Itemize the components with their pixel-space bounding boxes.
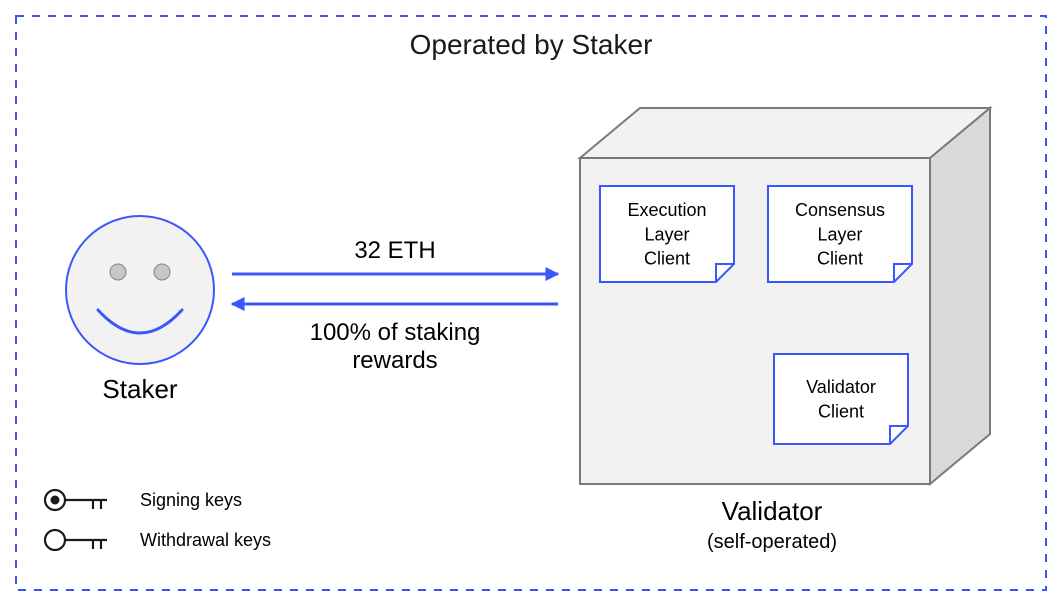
legend-signing: Signing keys [45,490,242,510]
note-cons: Consensus Layer Client [768,186,912,282]
validator-box-side [930,108,990,484]
staker-label: Staker [102,374,177,404]
note-exec: Execution Layer Client [600,186,734,282]
validator-label: Validator [722,496,823,526]
note-exec-line2: Layer [644,224,689,244]
key-icon [45,490,107,510]
legend-withdrawal-label: Withdrawal keys [140,530,271,550]
key-icon [45,530,107,550]
staker-eye-right [154,264,170,280]
legend-withdrawal: Withdrawal keys [45,530,271,550]
staker-face [66,216,214,364]
note-cons-line3: Client [817,249,863,269]
staker-eye-left [110,264,126,280]
staker [66,216,214,364]
arrow-deposit-label: 32 ETH [354,237,435,264]
arrow-rewards-label-1: 100% of staking [310,319,481,346]
note-vcli-line2: Client [818,401,864,421]
legend-signing-label: Signing keys [140,490,242,510]
validator-sublabel: (self-operated) [707,531,837,553]
note-exec-line3: Client [644,249,690,269]
frame-title: Operated by Staker [410,29,653,60]
note-vcli: Validator Client [774,354,908,444]
note-vcli-body [774,354,908,444]
arrow-rewards-label-2: rewards [352,347,437,374]
validator-box-top [580,108,990,158]
note-exec-line1: Execution [627,200,706,220]
note-cons-line1: Consensus [795,200,885,220]
note-vcli-line1: Validator [806,377,876,397]
note-cons-line2: Layer [817,224,862,244]
